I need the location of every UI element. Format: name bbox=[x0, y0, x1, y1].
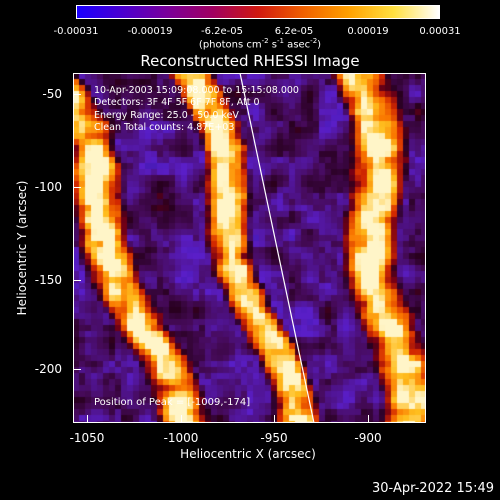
x-tick-mark bbox=[274, 415, 275, 423]
y-tick-label: -200 bbox=[34, 362, 62, 376]
y-tick-label: -150 bbox=[34, 273, 62, 287]
colorbar-tick: -6.2e-05 bbox=[201, 26, 243, 37]
y-tick-label: -100 bbox=[34, 180, 62, 194]
info-time-range: 10-Apr-2003 15:09:08.000 to 15:15:08.000 bbox=[94, 85, 299, 96]
y-axis-label: Heliocentric Y (arcsec) bbox=[15, 180, 29, 316]
info-clean-counts: Clean Total counts: 4.87E+03 bbox=[94, 122, 235, 133]
x-tick-label: -1000 bbox=[163, 431, 199, 445]
solar-limb-line bbox=[239, 73, 315, 423]
colorbar-tick: -0.00019 bbox=[127, 26, 173, 37]
info-detectors: Detectors: 3F 4F 5F 6F 7F 8F, Att 0 bbox=[94, 97, 260, 108]
limb-line-layer bbox=[239, 73, 315, 423]
timestamp: 30-Apr-2022 15:49 bbox=[372, 481, 494, 496]
colorbar bbox=[76, 5, 440, 19]
y-tick-mark bbox=[73, 369, 81, 370]
colorbar-tick: 6.2e-05 bbox=[274, 26, 314, 37]
y-tick-mark bbox=[73, 280, 81, 281]
plot-title: Reconstructed RHESSI Image bbox=[140, 52, 360, 70]
y-tick-label: -50 bbox=[42, 87, 62, 101]
x-tick-label: -1050 bbox=[69, 431, 105, 445]
colorbar-units: (photons cm-2 s-1 asec-2) bbox=[198, 37, 322, 51]
x-tick-mark bbox=[87, 415, 88, 423]
peak-position-label: Position of Peak = [-1009,-174] bbox=[94, 397, 251, 408]
x-tick-label: -950 bbox=[260, 431, 288, 445]
x-tick-mark bbox=[181, 415, 182, 423]
y-tick-mark bbox=[73, 94, 81, 95]
x-tick-label: -900 bbox=[354, 431, 382, 445]
rhessi-image-canvas bbox=[73, 73, 426, 423]
colorbar-tick: 0.00019 bbox=[347, 26, 389, 37]
info-energy-range: Energy Range: 25.0 - 50.0 keV bbox=[94, 110, 239, 121]
colorbar-tick: 0.00031 bbox=[419, 26, 461, 37]
x-tick-mark bbox=[368, 415, 369, 423]
x-axis-label: Heliocentric X (arcsec) bbox=[180, 447, 316, 461]
colorbar-tick: -0.00031 bbox=[53, 26, 99, 37]
y-tick-mark bbox=[73, 187, 81, 188]
rhessi-image: 10-Apr-2003 15:09:08.000 to 15:15:08.000… bbox=[73, 73, 426, 423]
